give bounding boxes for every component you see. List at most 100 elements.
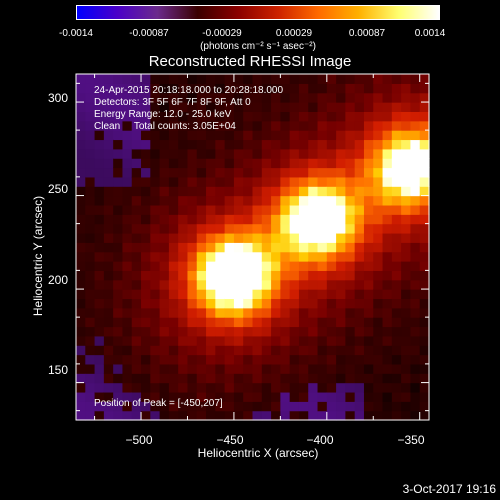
heatmap-cell bbox=[308, 214, 319, 225]
heatmap-cell bbox=[354, 111, 365, 122]
heatmap-cell bbox=[326, 335, 337, 346]
heatmap-cell bbox=[243, 391, 254, 402]
heatmap-cell bbox=[168, 195, 179, 206]
heatmap-cell bbox=[243, 382, 254, 393]
heatmap-cell bbox=[410, 317, 421, 328]
heatmap-cell bbox=[401, 354, 412, 365]
heatmap-cell bbox=[159, 139, 170, 150]
heatmap-cell bbox=[233, 345, 244, 356]
heatmap-cell bbox=[391, 167, 402, 178]
timestamp-footer: 3-Oct-2017 19:16 bbox=[402, 482, 496, 496]
heatmap-cell bbox=[215, 120, 226, 131]
heatmap-cell bbox=[168, 83, 179, 94]
heatmap-cell bbox=[261, 176, 272, 187]
heatmap-cell bbox=[224, 279, 235, 290]
heatmap-cell bbox=[150, 242, 161, 253]
heatmap-cell bbox=[141, 270, 151, 281]
heatmap-cell bbox=[289, 186, 300, 197]
heatmap-cell bbox=[243, 158, 254, 169]
heatmap-cell bbox=[215, 279, 226, 290]
heatmap-cell bbox=[233, 92, 244, 103]
heatmap-cell bbox=[196, 401, 207, 412]
heatmap-cell bbox=[345, 335, 356, 346]
heatmap-cell bbox=[150, 391, 161, 402]
heatmap-cell bbox=[252, 242, 263, 253]
heatmap-cell bbox=[215, 204, 226, 215]
heatmap-cell bbox=[243, 261, 254, 271]
heatmap-cell bbox=[187, 298, 198, 309]
heatmap-cell bbox=[419, 410, 430, 421]
heatmap-cell bbox=[159, 391, 170, 402]
heatmap-cell bbox=[168, 204, 179, 215]
heatmap-cell bbox=[103, 401, 114, 412]
heatmap-cell bbox=[94, 382, 105, 393]
heatmap-cell bbox=[233, 270, 244, 281]
heatmap-cell bbox=[401, 176, 412, 187]
heatmap-cell bbox=[271, 307, 281, 318]
heatmap-cell bbox=[206, 83, 216, 94]
heatmap-cell bbox=[298, 363, 309, 374]
heatmap-cell bbox=[94, 130, 105, 141]
heatmap-cell bbox=[131, 335, 142, 346]
heatmap-cell bbox=[187, 391, 198, 402]
heatmap-cell bbox=[317, 83, 328, 94]
heatmap-cell bbox=[113, 214, 124, 225]
heatmap-cell bbox=[391, 111, 402, 122]
heatmap-cell bbox=[317, 354, 328, 365]
heatmap-cell bbox=[410, 120, 421, 131]
heatmap-cell bbox=[94, 373, 105, 384]
heatmap-cell bbox=[187, 83, 198, 94]
heatmap-cell bbox=[410, 223, 421, 234]
heatmap-cell bbox=[419, 373, 430, 384]
heatmap-cell bbox=[317, 158, 328, 169]
heatmap-cell bbox=[94, 410, 105, 421]
heatmap-cell bbox=[391, 176, 402, 187]
colorbar-tick: -0.00029 bbox=[202, 28, 242, 39]
heatmap-cell bbox=[252, 92, 263, 103]
heatmap-cell bbox=[298, 83, 309, 94]
heatmap-cell bbox=[122, 298, 133, 309]
heatmap-cell bbox=[401, 382, 412, 393]
heatmap-cell bbox=[252, 176, 263, 187]
heatmap-cell bbox=[215, 317, 226, 328]
heatmap-cell bbox=[178, 176, 189, 187]
heatmap-cell bbox=[336, 261, 346, 271]
heatmap-cell bbox=[141, 167, 151, 178]
heatmap-cell bbox=[178, 158, 189, 169]
heatmap-cell bbox=[224, 167, 235, 178]
heatmap-cell bbox=[317, 130, 328, 141]
heatmap-cell bbox=[187, 120, 198, 131]
heatmap-cell bbox=[401, 92, 412, 103]
heatmap-cell bbox=[354, 176, 365, 187]
heatmap-cell bbox=[326, 148, 337, 159]
heatmap-cell bbox=[187, 158, 198, 169]
heatmap-cell bbox=[252, 204, 263, 215]
heatmap-cell bbox=[159, 279, 170, 290]
heatmap-cell bbox=[131, 401, 142, 412]
heatmap-cell bbox=[382, 167, 393, 178]
heatmap-cell bbox=[206, 410, 216, 421]
heatmap-cell bbox=[233, 148, 244, 159]
heatmap-cell bbox=[373, 251, 384, 262]
heatmap-cell bbox=[94, 167, 105, 178]
heatmap-cell bbox=[252, 261, 263, 271]
heatmap-cell bbox=[206, 401, 216, 412]
heatmap-cell bbox=[215, 214, 226, 225]
heatmap-cell bbox=[85, 363, 96, 374]
heatmap-cell bbox=[401, 130, 412, 141]
heatmap-cell bbox=[141, 345, 151, 356]
heatmap-cell bbox=[317, 223, 328, 234]
heatmap-cell bbox=[122, 83, 133, 94]
heatmap-cell bbox=[113, 186, 124, 197]
heatmap-cell bbox=[103, 373, 114, 384]
heatmap-cell bbox=[224, 251, 235, 262]
heatmap-cell bbox=[196, 111, 207, 122]
heatmap-cell bbox=[215, 111, 226, 122]
heatmap-cell bbox=[113, 270, 124, 281]
heatmap-cell bbox=[271, 363, 281, 374]
heatmap-cell bbox=[354, 354, 365, 365]
heatmap-cell bbox=[326, 139, 337, 150]
heatmap-cell bbox=[224, 195, 235, 206]
heatmap-cell bbox=[168, 74, 179, 84]
heatmap-cell bbox=[168, 176, 179, 187]
